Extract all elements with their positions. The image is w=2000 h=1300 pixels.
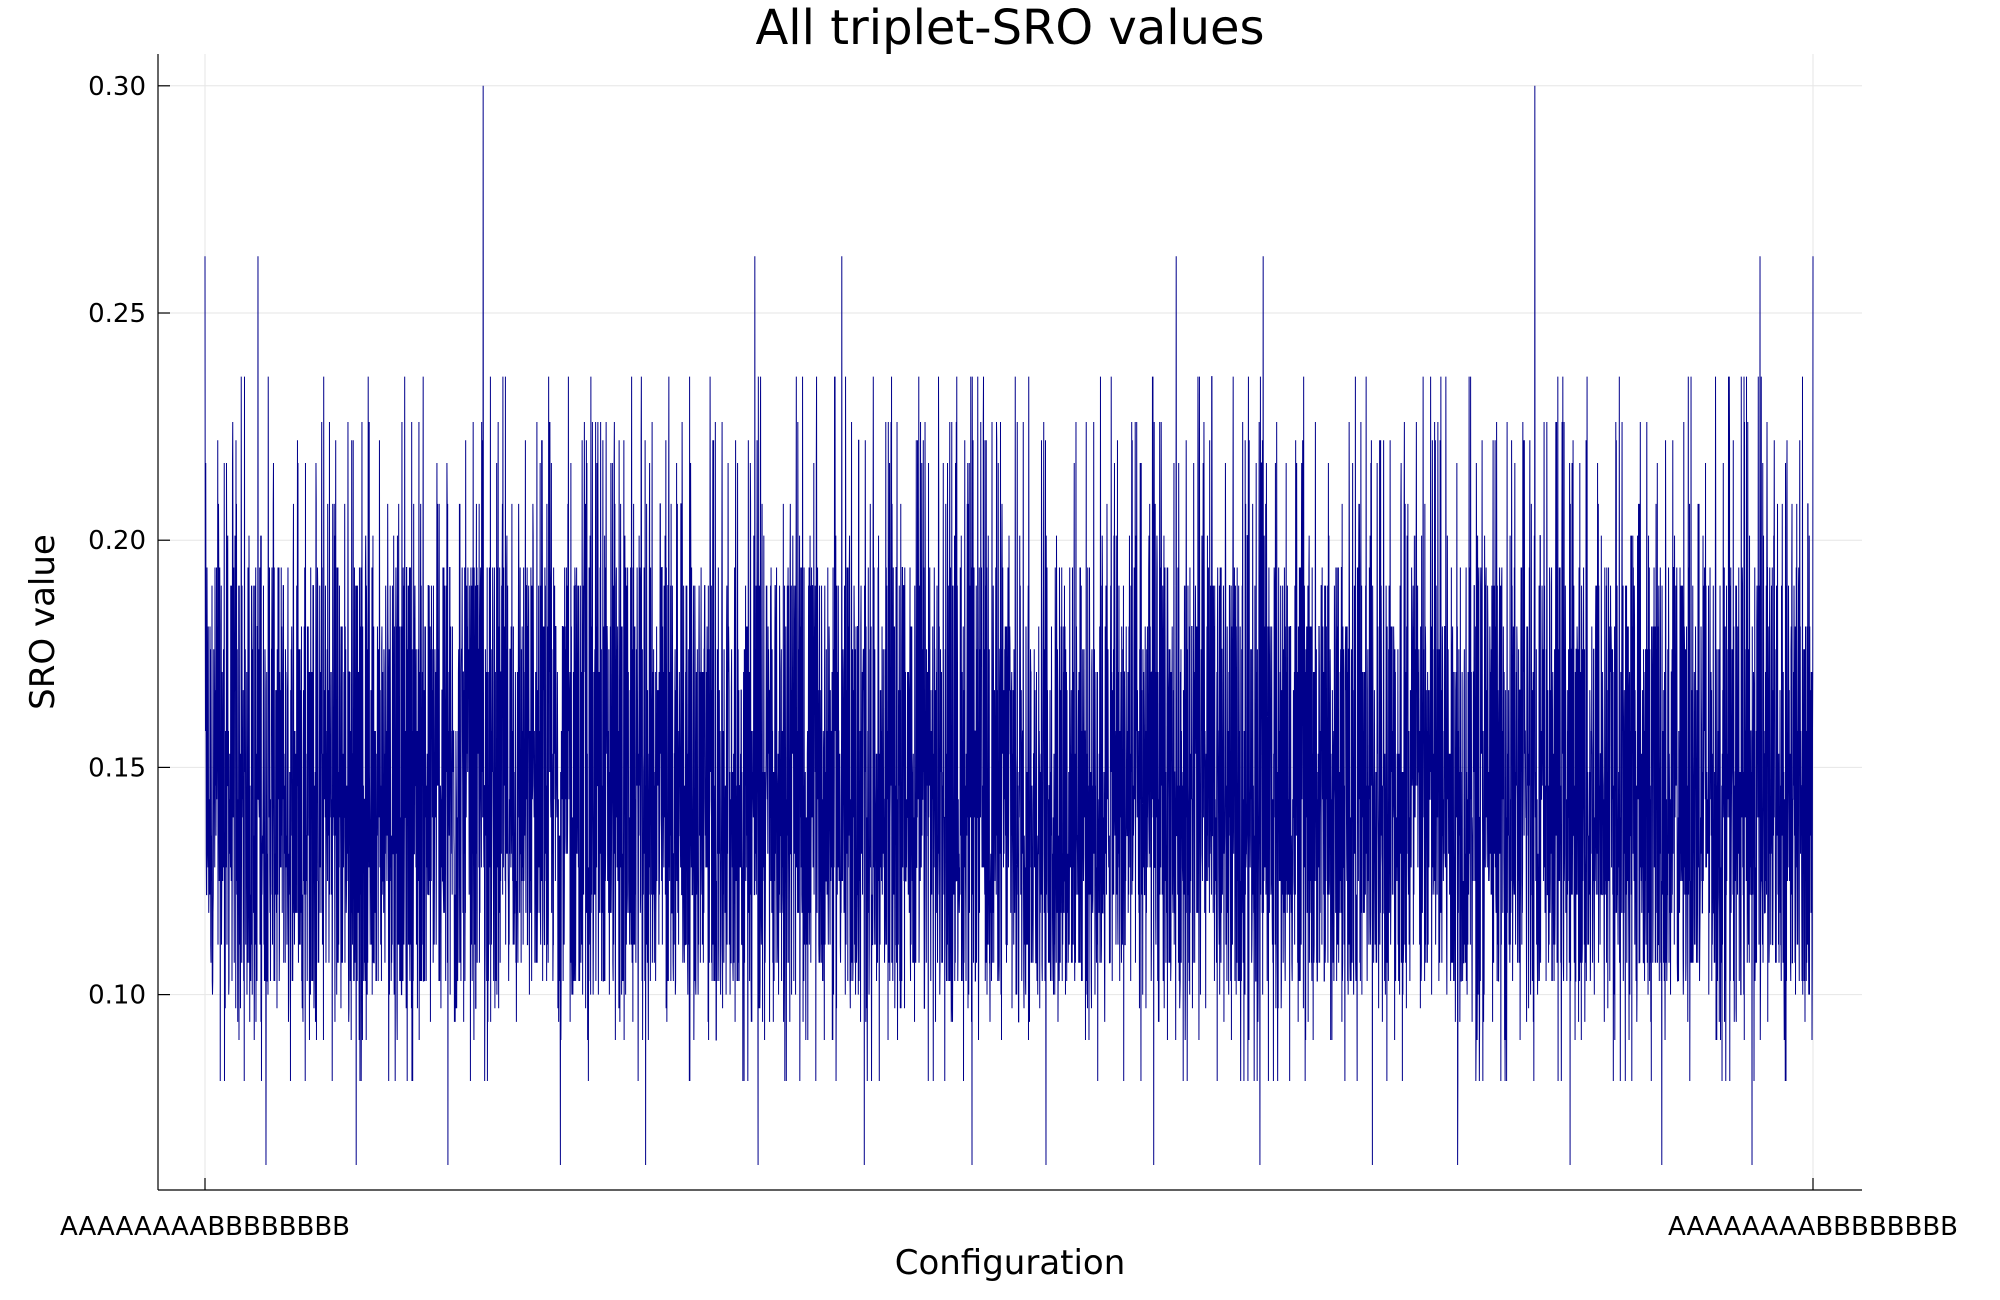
y-tick-label: 0.30 [88, 72, 146, 102]
chart-title: All triplet-SRO values [755, 0, 1264, 56]
y-tick-label: 0.25 [88, 299, 146, 329]
x-axis-label: Configuration [895, 1243, 1126, 1283]
y-axis-label: SRO value [23, 534, 63, 710]
axes [157, 54, 1862, 1191]
series-line [204, 85, 1814, 1166]
y-tick-label: 0.20 [88, 526, 146, 556]
y-tick-label: 0.10 [88, 981, 146, 1011]
x-tick-label: AAAAAAAABBBBBBBB [1668, 1212, 1958, 1242]
x-tick-label: AAAAAAAABBBBBBBB [60, 1212, 350, 1242]
x-ticks: AAAAAAAABBBBBBBB AAAAAAAABBBBBBBB [60, 1178, 1958, 1242]
series-path [204, 85, 1814, 1166]
y-tick-label: 0.15 [88, 753, 146, 783]
y-ticks: 0.10 0.15 0.20 0.25 0.30 [88, 72, 170, 1011]
